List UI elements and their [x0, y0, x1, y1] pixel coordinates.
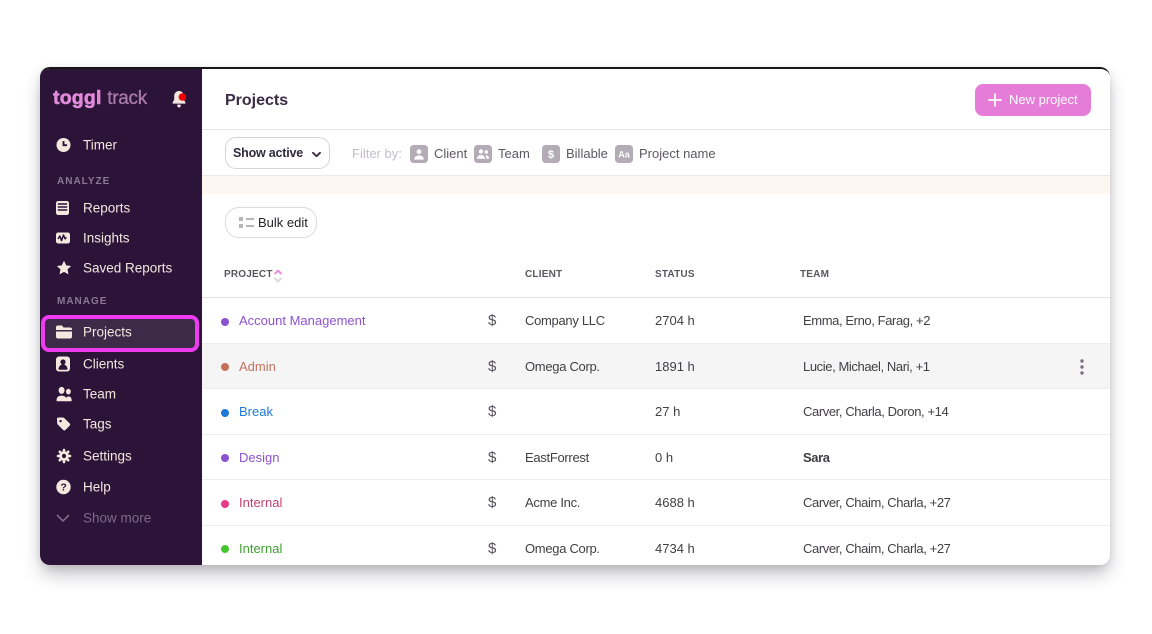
svg-text:$: $ — [548, 149, 554, 161]
svg-text:?: ? — [60, 482, 66, 494]
svg-text:Aa: Aa — [618, 150, 630, 160]
